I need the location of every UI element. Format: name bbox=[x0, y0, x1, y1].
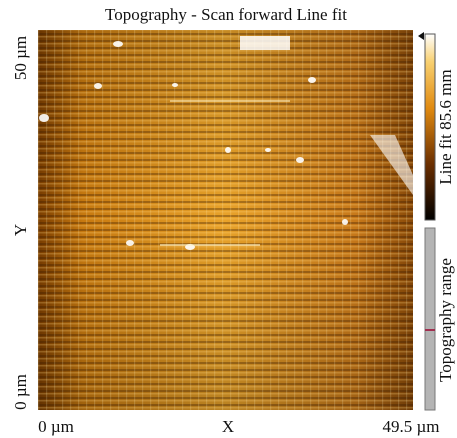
y-bottom-label: 0 µm bbox=[11, 374, 30, 410]
y-axis-name: Y bbox=[11, 224, 30, 236]
range-label: Topography range bbox=[436, 258, 455, 382]
scan-image bbox=[38, 30, 413, 410]
title: Topography - Scan forward Line fit bbox=[105, 5, 347, 24]
x-right-label: 49.5 µm bbox=[382, 417, 439, 436]
x-left-label: 0 µm bbox=[38, 417, 74, 436]
y-top-label: 50 µm bbox=[11, 36, 30, 80]
colorbar bbox=[418, 32, 436, 221]
colorbar-label: Line fit 85.6 mm bbox=[436, 69, 455, 184]
range-bar[interactable] bbox=[424, 227, 436, 411]
x-axis-name: X bbox=[222, 417, 234, 436]
